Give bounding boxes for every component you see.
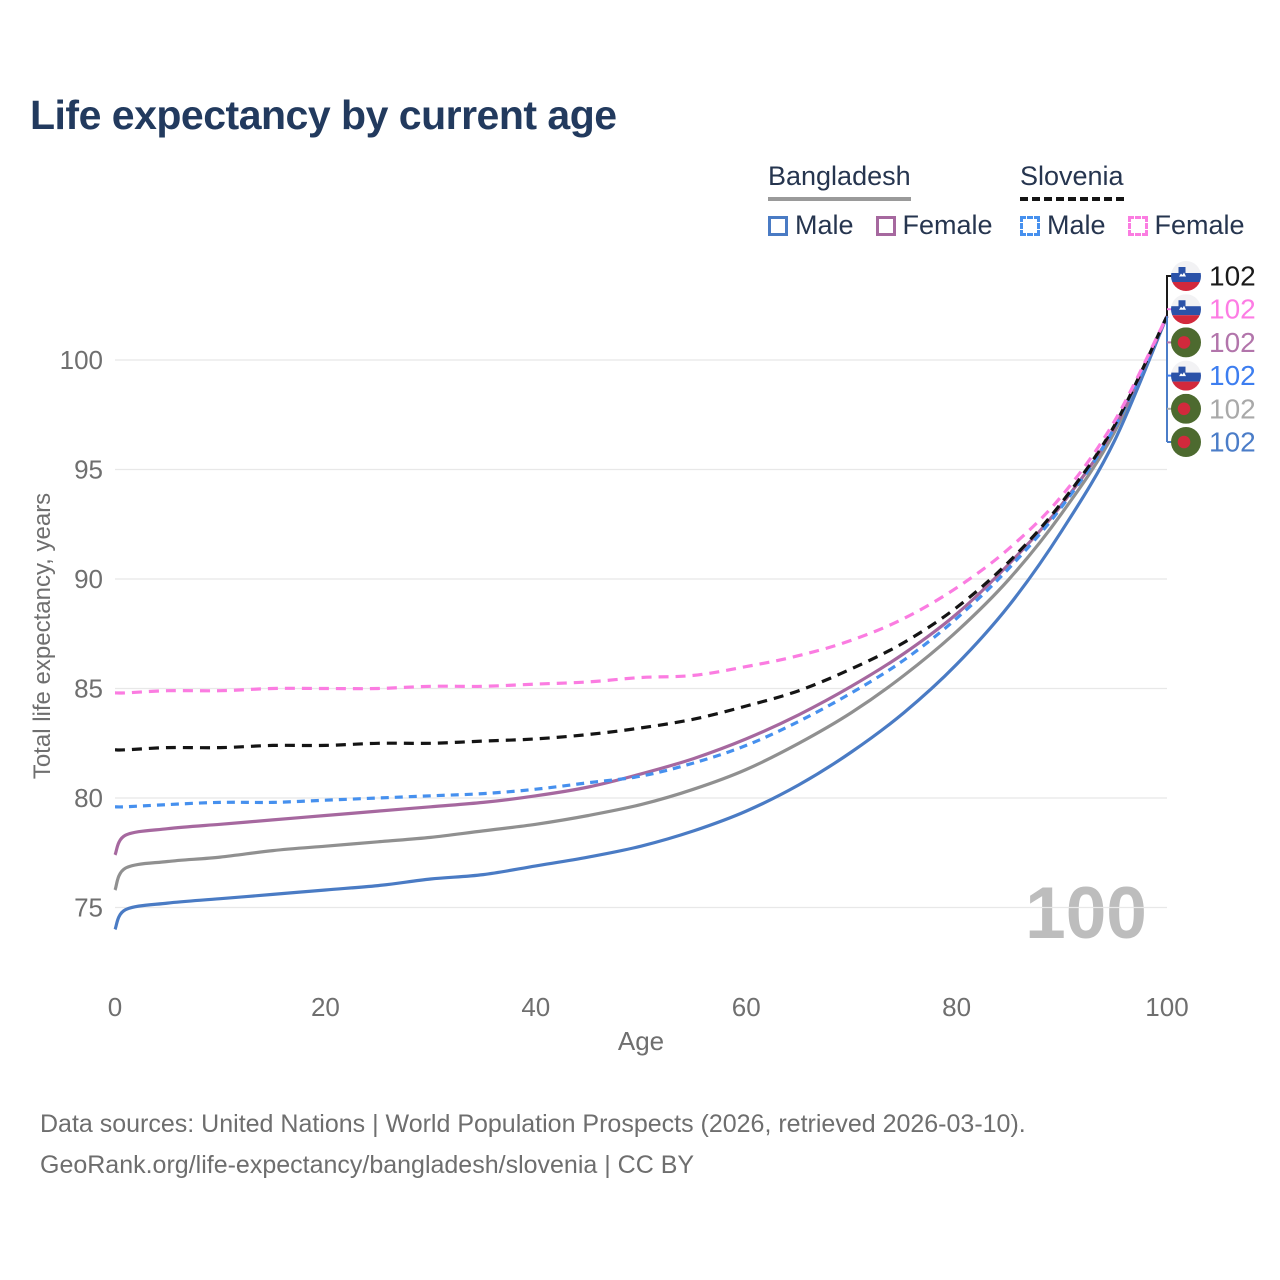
legend-swatch-bangladesh-female-icon	[875, 215, 896, 236]
bangladesh-flag-icon	[1171, 427, 1201, 457]
x-tick-100: 100	[1145, 992, 1188, 1022]
connector-slovenia-both	[1166, 275, 1172, 317]
legend-group-slovenia: Slovenia Male Female	[1020, 161, 1267, 241]
legend-item-slovenia-male[interactable]: Male	[1020, 210, 1106, 241]
legend-group-bangladesh: Bangladesh Male Female	[768, 161, 1015, 241]
legend-country-slovenia[interactable]: Slovenia	[1020, 161, 1124, 201]
series-line-slovenia-female[interactable]	[114, 315, 1169, 695]
legend-item-slovenia-female[interactable]: Female	[1127, 210, 1245, 241]
legend-swatch-bangladesh-male-icon	[768, 215, 788, 236]
footer-data-sources: Data sources: United Nations | World Pop…	[40, 1110, 1026, 1138]
series-line-bangladesh-both-sexes[interactable]	[113, 315, 1169, 891]
legend-country-bangladesh[interactable]: Bangladesh	[768, 161, 911, 201]
bangladesh-flag-icon	[1171, 327, 1201, 358]
x-tick-60: 60	[732, 992, 761, 1022]
chart-footer: Data sources: United Nations | World Pop…	[40, 1104, 1026, 1186]
end-label-value-bangladesh-both-sexes[interactable]: 102	[1209, 393, 1256, 424]
x-tick-20: 20	[311, 992, 340, 1022]
series-line-bangladesh-male[interactable]	[113, 315, 1169, 931]
slovenia-flag-icon	[1171, 261, 1201, 291]
legend-label-bangladesh-male: Male	[795, 210, 854, 240]
series-line-slovenia-male[interactable]	[114, 315, 1169, 809]
legend-label-slovenia-female: Female	[1154, 210, 1245, 240]
x-tick-80: 80	[942, 992, 971, 1022]
end-label-value-slovenia-female[interactable]: 102	[1209, 294, 1256, 325]
y-tick-80: 80	[74, 783, 103, 813]
page-title: Life expectancy by current age	[30, 92, 617, 138]
legend-label-bangladesh-female: Female	[902, 210, 993, 240]
y-tick-85: 85	[74, 674, 103, 704]
legend-label-slovenia-male: Male	[1047, 210, 1106, 240]
legend-item-bangladesh-male[interactable]: Male	[768, 210, 854, 241]
legend-item-bangladesh-female[interactable]: Female	[875, 210, 993, 241]
y-tick-75: 75	[74, 893, 103, 923]
end-label-value-bangladesh-male[interactable]: 102	[1209, 427, 1256, 458]
slovenia-flag-icon	[1171, 294, 1201, 325]
legend-swatch-slovenia-female-icon	[1127, 215, 1148, 236]
y-tick-95: 95	[74, 455, 103, 485]
x-tick-0: 0	[108, 992, 122, 1022]
y-tick-90: 90	[74, 564, 103, 594]
y-tick-100: 100	[60, 345, 103, 375]
end-label-value-slovenia-male[interactable]: 102	[1209, 360, 1256, 391]
age-counter-watermark: 100	[1025, 873, 1147, 954]
x-tick-40: 40	[521, 992, 550, 1022]
footer-attribution: GeoRank.org/life-expectancy/bangladesh/s…	[40, 1151, 695, 1179]
end-label-value-slovenia-both-sexes[interactable]: 102	[1209, 261, 1256, 292]
y-axis-label: Total life expectancy, years	[29, 493, 56, 779]
slovenia-flag-icon	[1171, 360, 1201, 391]
series-line-bangladesh-female[interactable]	[113, 315, 1169, 856]
series-line-slovenia-both-sexes[interactable]	[114, 315, 1169, 752]
end-label-value-bangladesh-female[interactable]: 102	[1209, 327, 1256, 358]
legend-swatch-slovenia-male-icon	[1020, 215, 1040, 236]
x-axis-label: Age	[618, 1026, 664, 1056]
bangladesh-flag-icon	[1171, 393, 1201, 424]
